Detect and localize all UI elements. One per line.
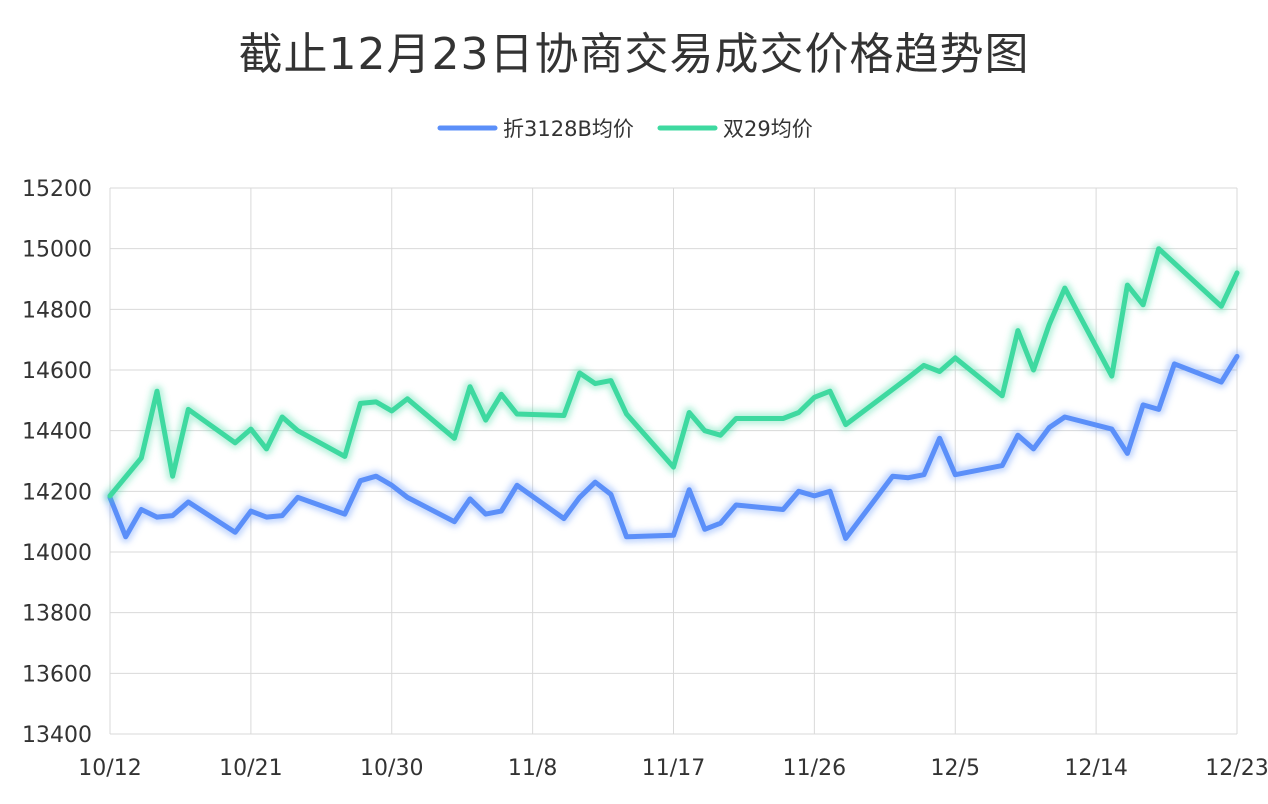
y-tick-label: 14200 bbox=[22, 480, 92, 505]
y-tick-label: 15000 bbox=[22, 238, 92, 263]
y-tick-label: 13600 bbox=[22, 662, 92, 687]
legend-label-2: 双29均价 bbox=[723, 117, 813, 141]
series-line-1 bbox=[107, 353, 1240, 541]
y-tick-label: 15200 bbox=[22, 177, 92, 202]
x-tick-label: 10/30 bbox=[360, 756, 423, 781]
x-tick-label: 12/5 bbox=[931, 756, 980, 781]
x-axis-ticks: 10/12 10/21 10/30 11/8 11/17 11/26 12/5 12/14 12… bbox=[78, 756, 1268, 781]
y-tick-label: 14800 bbox=[22, 298, 92, 323]
x-tick-label: 10/12 bbox=[78, 756, 141, 781]
legend-label-1: 折3128B均价 bbox=[503, 117, 634, 141]
legend: 折3128B均价 双29均价 bbox=[437, 117, 813, 141]
x-tick-label: 11/17 bbox=[642, 756, 705, 781]
y-axis-ticks: 13400 13600 13800 14000 14200 14400 14600 14800… bbox=[22, 177, 92, 748]
series-lines bbox=[104, 242, 1243, 545]
y-tick-label: 13800 bbox=[22, 602, 92, 627]
y-tick-label: 14400 bbox=[22, 420, 92, 445]
y-tick-label: 14000 bbox=[22, 541, 92, 566]
x-tick-label: 10/21 bbox=[219, 756, 282, 781]
series-line-2 bbox=[107, 246, 1240, 499]
x-tick-label: 11/26 bbox=[783, 756, 846, 781]
x-tick-label: 12/23 bbox=[1205, 756, 1268, 781]
x-tick-label: 11/8 bbox=[508, 756, 557, 781]
y-tick-label: 14600 bbox=[22, 359, 92, 384]
chart-title: 截止12月23日协商交易成交价格趋势图 bbox=[238, 29, 1030, 80]
x-tick-label: 12/14 bbox=[1064, 756, 1127, 781]
y-tick-label: 13400 bbox=[22, 723, 92, 748]
